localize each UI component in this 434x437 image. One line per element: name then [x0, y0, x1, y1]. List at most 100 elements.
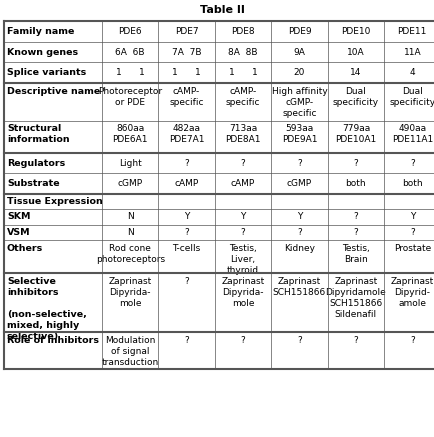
Bar [158, 83, 215, 121]
Text: 482aa
PDE7A1: 482aa PDE7A1 [169, 124, 204, 144]
Bar [158, 194, 215, 209]
Text: Regulators: Regulators [7, 159, 65, 168]
Bar [102, 209, 158, 225]
Text: SKM: SKM [7, 212, 30, 221]
Bar [4, 83, 102, 121]
Bar [102, 273, 158, 332]
Text: ?: ? [354, 336, 358, 345]
Bar [102, 240, 158, 273]
Bar [384, 225, 434, 240]
Text: Zaprinast
Dipyrida-
mole: Zaprinast Dipyrida- mole [108, 277, 152, 308]
Bar [4, 240, 102, 273]
Text: Tissue Expression: Tissue Expression [7, 197, 103, 206]
Bar [158, 42, 215, 62]
Bar [328, 273, 384, 332]
Bar [328, 225, 384, 240]
Text: Testis,
Liver,
thyroid: Testis, Liver, thyroid [227, 244, 259, 275]
Bar [158, 153, 215, 173]
Bar [384, 273, 434, 332]
Bar [384, 194, 434, 209]
Bar [384, 240, 434, 273]
Text: Zaprinast
Dipyridamole
SCH151866
Sildenafil: Zaprinast Dipyridamole SCH151866 Sildena… [326, 277, 386, 319]
Bar [215, 240, 271, 273]
Text: 20: 20 [294, 69, 305, 77]
Text: 713aa
PDE8A1: 713aa PDE8A1 [225, 124, 261, 144]
Text: 1      1: 1 1 [229, 69, 257, 77]
Bar [271, 173, 328, 194]
Bar [4, 194, 102, 209]
Text: 4: 4 [410, 69, 415, 77]
Text: Zaprinast
SCH151866: Zaprinast SCH151866 [273, 277, 326, 297]
Bar [102, 42, 158, 62]
Text: Zaprinast
Dipyrid-
amole: Zaprinast Dipyrid- amole [391, 277, 434, 308]
Text: High affinity
cGMP-
specific: High affinity cGMP- specific [272, 87, 327, 118]
Bar [4, 273, 102, 332]
Text: ?: ? [184, 228, 189, 237]
Bar [384, 173, 434, 194]
Text: Structural
information: Structural information [7, 124, 69, 144]
Text: Role of inhibitors: Role of inhibitors [7, 336, 99, 345]
Bar [215, 273, 271, 332]
Bar [328, 194, 384, 209]
Text: Photoreceptor
or PDE: Photoreceptor or PDE [98, 87, 162, 107]
Bar [271, 273, 328, 332]
Text: ?: ? [241, 228, 245, 237]
Bar [102, 62, 158, 83]
Text: ?: ? [184, 159, 189, 168]
Bar [4, 209, 102, 225]
Text: Y: Y [410, 212, 415, 221]
Text: PDE10: PDE10 [341, 27, 371, 35]
Bar [102, 225, 158, 240]
Text: Modulation
of signal
transduction: Modulation of signal transduction [102, 336, 159, 367]
Text: N: N [127, 228, 134, 237]
Text: Dual
specificity: Dual specificity [389, 87, 434, 107]
Text: Descriptive name: Descriptive name [7, 87, 100, 96]
Text: both: both [345, 179, 366, 188]
Bar [215, 194, 271, 209]
Text: ?: ? [354, 212, 358, 221]
Bar [328, 240, 384, 273]
Text: cAMP: cAMP [174, 179, 199, 188]
Text: ?: ? [297, 159, 302, 168]
Text: cGMP: cGMP [287, 179, 312, 188]
Bar [271, 153, 328, 173]
Bar [328, 62, 384, 83]
Bar [328, 173, 384, 194]
Bar [271, 62, 328, 83]
Bar [158, 173, 215, 194]
Bar [158, 240, 215, 273]
Text: Prostate: Prostate [394, 244, 431, 253]
Text: Rod cone
photoreceptors: Rod cone photoreceptors [95, 244, 165, 264]
Bar [328, 21, 384, 42]
Text: 779aa
PDE10A1: 779aa PDE10A1 [335, 124, 377, 144]
Text: VSM: VSM [7, 228, 30, 237]
Text: ?: ? [241, 159, 245, 168]
Text: ?: ? [354, 228, 358, 237]
Bar [384, 42, 434, 62]
Bar [158, 21, 215, 42]
Text: cAMP: cAMP [231, 179, 255, 188]
Bar [158, 273, 215, 332]
Bar [271, 42, 328, 62]
Text: ?: ? [410, 336, 414, 345]
Bar [4, 332, 102, 369]
Bar [215, 21, 271, 42]
Bar [328, 83, 384, 121]
Bar [271, 209, 328, 225]
Text: 14: 14 [350, 69, 362, 77]
Text: Substrate: Substrate [7, 179, 59, 188]
Bar [328, 42, 384, 62]
Text: cAMP-
specific: cAMP- specific [169, 87, 204, 107]
Bar [158, 225, 215, 240]
Text: Kidney: Kidney [284, 244, 315, 253]
Bar [215, 83, 271, 121]
Text: Others: Others [7, 244, 43, 253]
Bar [4, 121, 102, 153]
Bar [158, 332, 215, 369]
Bar [4, 62, 102, 83]
Bar [4, 42, 102, 62]
Bar [102, 173, 158, 194]
Bar [384, 121, 434, 153]
Text: Testis,
Brain: Testis, Brain [342, 244, 370, 264]
Text: Table II: Table II [200, 5, 245, 15]
